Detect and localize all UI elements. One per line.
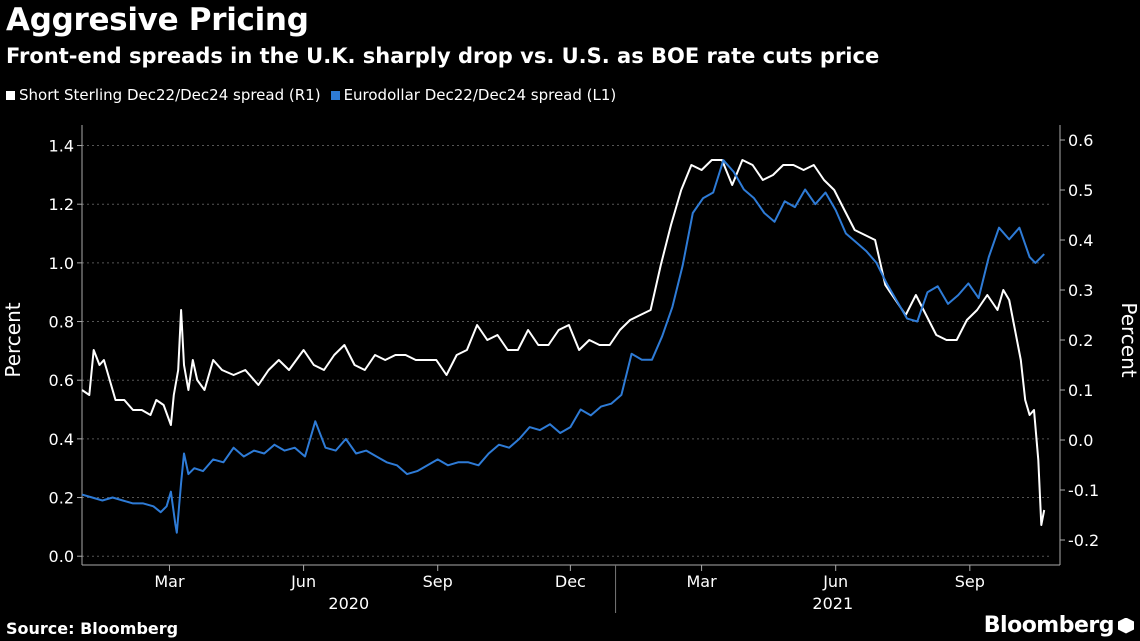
- year-label-1: 2021: [812, 594, 853, 613]
- x-tick-label-3: Dec: [555, 572, 586, 591]
- right-tick-label-0: -0.2: [1068, 531, 1099, 550]
- left-tick-label-7: 1.4: [49, 137, 74, 156]
- chart-subtitle: Front-end spreads in the U.K. sharply dr…: [6, 44, 880, 68]
- x-tick-label-2: Sep: [423, 572, 453, 591]
- right-tick-label-7: 0.5: [1068, 181, 1093, 200]
- right-axis-title: Percent: [1117, 302, 1140, 377]
- right-tick-label-3: 0.1: [1068, 381, 1093, 400]
- x-tick-label-6: Sep: [955, 572, 985, 591]
- x-tick-label-4: Mar: [686, 572, 717, 591]
- legend-swatch-blue: [330, 90, 340, 100]
- left-tick-label-4: 0.8: [49, 313, 74, 332]
- right-tick-label-6: 0.4: [1068, 231, 1093, 250]
- x-tick-label-0: Mar: [154, 572, 185, 591]
- year-label-0: 2020: [328, 594, 369, 613]
- source-note: Source: Bloomberg: [6, 619, 179, 638]
- chart-title: Aggresive Pricing: [6, 2, 309, 38]
- left-tick-label-0: 0.0: [49, 547, 74, 566]
- legend-swatch-white: [6, 90, 15, 100]
- bloomberg-cube-icon: [1118, 617, 1134, 634]
- brand-text: Bloomberg: [983, 613, 1115, 638]
- right-tick-label-1: -0.1: [1068, 481, 1099, 500]
- left-tick-label-5: 1.0: [49, 254, 74, 273]
- right-tick-label-4: 0.2: [1068, 331, 1093, 350]
- legend-label-blue: Eurodollar Dec22/Dec24 spread (L1): [343, 86, 617, 104]
- series-line-0: [81, 159, 1046, 526]
- series-line-1: [81, 159, 1045, 534]
- legend-label-white: Short Sterling Dec22/Dec24 spread (R1): [19, 86, 321, 104]
- legend-item-white: Short Sterling Dec22/Dec24 spread (R1): [6, 86, 321, 104]
- x-tick-label-5: Jun: [822, 572, 848, 591]
- right-tick-label-5: 0.3: [1068, 281, 1093, 300]
- right-tick-label-2: 0.0: [1068, 431, 1093, 450]
- right-tick-label-8: 0.6: [1068, 131, 1093, 150]
- legend-item-blue: Eurodollar Dec22/Dec24 spread (L1): [330, 86, 617, 104]
- bloomberg-logo: Bloomberg: [984, 613, 1134, 638]
- left-tick-label-6: 1.2: [49, 195, 74, 214]
- x-tick-label-1: Jun: [290, 572, 316, 591]
- left-tick-label-2: 0.4: [49, 430, 74, 449]
- legend: Short Sterling Dec22/Dec24 spread (R1) E…: [6, 86, 626, 104]
- left-tick-label-1: 0.2: [49, 489, 74, 508]
- left-axis-title: Percent: [1, 302, 25, 377]
- left-tick-label-3: 0.6: [49, 371, 74, 390]
